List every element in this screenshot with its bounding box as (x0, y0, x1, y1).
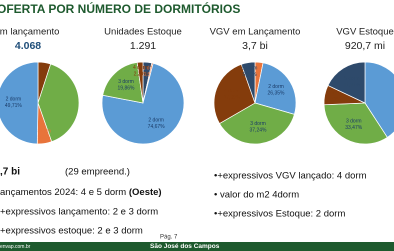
total: ,7 bi (0, 167, 20, 178)
slice-label: 4 dorm (133, 65, 149, 71)
slice-label: 3 dorm (35, 128, 51, 134)
footer-bar (0, 242, 394, 251)
slice-value: 5,40% (243, 72, 258, 78)
pie-slice (327, 61, 366, 104)
slice-label: 1 dorm (143, 66, 159, 72)
pie-slice (219, 102, 295, 145)
footer-page: Pág. 7 (160, 235, 178, 241)
slice-label: 3 dorm (346, 119, 362, 125)
chart-title: VGV Estoque (336, 27, 394, 38)
slice-value: 33,47% (345, 125, 363, 131)
pie-slice (136, 61, 144, 104)
pie-slice (364, 61, 394, 138)
pie-slice (323, 102, 388, 145)
slice-value: 37,24% (250, 128, 268, 134)
note-bold: (Oeste) (129, 187, 162, 198)
slice-label: 3 dorm (118, 79, 134, 85)
slice-value: 5,68% (36, 135, 51, 141)
slice-label: 2 dorm (148, 118, 164, 124)
pie-slice (101, 62, 185, 145)
pie-slice (254, 62, 297, 115)
chart-title: Unidades Estoque (104, 27, 182, 38)
slice-label: 1 dorm (250, 65, 266, 71)
slice-label: 4 dorm (224, 88, 240, 94)
slice-label: 2 dorm (6, 97, 22, 103)
note: •+expressivos VGV lançado: 4 dorm (214, 171, 367, 182)
note: +expressivos lançamento: 2 e 3 dorm (0, 207, 158, 218)
slice-label: 5 dorm (139, 65, 155, 71)
footer-city: São José dos Campos (150, 243, 220, 250)
note: •+expressivos Estoque: 2 dorm (214, 209, 345, 220)
slice-value: 27,99% (223, 95, 241, 101)
pie-slice (37, 63, 80, 143)
pie-slice (0, 61, 39, 145)
footer-site: envap.com.br (0, 244, 31, 250)
slice-label: 5 dorm (344, 76, 360, 82)
pie-slice (102, 62, 144, 104)
pie-slice (240, 61, 256, 104)
slice-value: 2,29% (134, 71, 149, 77)
slice-value: 7,72% (327, 97, 342, 103)
chart-value: 1.291 (130, 40, 156, 52)
note: ançamentos 2024: 4 e 5 dorm (Oeste) (0, 187, 162, 198)
slice-label: 4 dorm (326, 91, 342, 97)
chart-title: VGV em Lançamento (210, 27, 301, 38)
slice-value: 17,97% (343, 83, 361, 89)
count: (29 empreend.) (65, 167, 130, 178)
note: • valor do m2 4dorm (214, 190, 299, 201)
title: OFERTA POR NÚMERO DE DORMITÓRIOS (0, 1, 240, 16)
note: +expressivos estoque: 2 e 3 dorm (0, 226, 143, 237)
slice-value: 74,67% (148, 124, 166, 130)
chart-value: 4.068 (15, 40, 41, 52)
slice-value: 26,35% (268, 91, 286, 97)
slice-value: 3,16% (251, 72, 266, 78)
slice-value: 19,86% (118, 86, 136, 92)
slice-label: 2 dorm (268, 84, 284, 90)
pie-slice (213, 63, 256, 125)
note-text: ançamentos 2024: 4 e 5 dorm (0, 187, 126, 198)
chart-title: des em lançamento (0, 27, 59, 38)
chart-value: 3,7 bi (242, 40, 268, 52)
slice-value: 3,49% (139, 72, 154, 78)
slice-label: 3 dorm (250, 121, 266, 127)
slice-value: 49,71% (5, 103, 23, 109)
slice-label: 5 dorm (242, 65, 258, 71)
chart-value: 920,7 mi (345, 40, 385, 52)
